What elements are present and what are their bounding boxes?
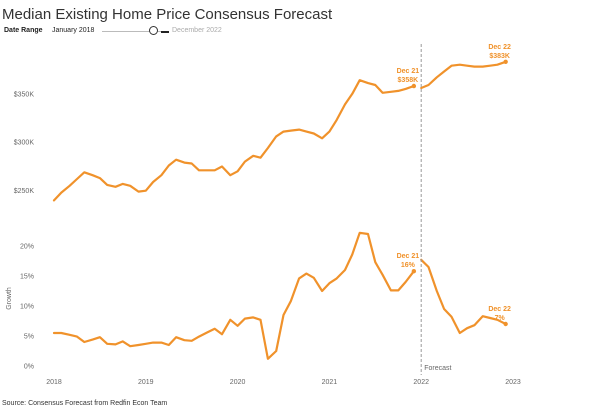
x-tick-label: 2019 xyxy=(138,379,154,386)
annotation-label: 7% xyxy=(495,315,506,322)
y-tick-label: $300K xyxy=(14,140,35,147)
y-tick-label: 20% xyxy=(20,244,34,251)
annotation-label: $358K xyxy=(398,77,419,84)
growth-series-line-actual xyxy=(52,231,415,360)
annotation-label: $383K xyxy=(489,53,510,60)
annotation-label: Dec 21 xyxy=(397,68,420,75)
date-range-end: December 2022 xyxy=(172,27,222,34)
annotation-marker xyxy=(411,83,417,89)
y-tick-label: 0% xyxy=(24,364,34,371)
y-tick-label: $350K xyxy=(14,91,35,98)
x-tick-label: 2021 xyxy=(322,379,338,386)
date-range-start: January 2018 xyxy=(52,27,95,34)
source-note: Source: Consensus Forecast from Redfin E… xyxy=(2,400,168,407)
annotation-label: Dec 22 xyxy=(488,306,511,313)
price-series-line-actual xyxy=(52,79,415,202)
y-tick-label: $250K xyxy=(14,188,35,195)
annotation-label: Dec 22 xyxy=(488,44,511,51)
y-tick-label: 10% xyxy=(20,304,34,311)
x-tick-label: 2023 xyxy=(505,379,521,386)
date-range-filter: Date Range January 2018 December 2022 xyxy=(4,26,284,39)
x-tick-label: 2022 xyxy=(413,379,429,386)
forecast-label: Forecast xyxy=(424,365,451,372)
x-tick-label: 2020 xyxy=(230,379,246,386)
annotation-marker xyxy=(503,321,508,327)
page-title: Median Existing Home Price Consensus For… xyxy=(2,6,333,23)
x-tick-label: 2018 xyxy=(46,379,62,386)
price-series-line-forecast xyxy=(420,60,507,90)
y-tick-label: 15% xyxy=(20,274,34,281)
annotation-label: 16% xyxy=(401,262,416,269)
annotation-label: Dec 21 xyxy=(397,253,420,260)
annotation-marker xyxy=(411,269,417,274)
date-range-slider-handle-bar[interactable] xyxy=(161,31,169,33)
y-tick-label: 5% xyxy=(24,334,34,341)
date-range-slider-track[interactable] xyxy=(102,31,164,32)
growth-series-line-forecast xyxy=(420,258,507,335)
date-range-slider-knob[interactable] xyxy=(149,26,158,35)
date-range-label: Date Range xyxy=(4,27,43,34)
annotation-marker xyxy=(503,59,508,64)
y-axis-label: Growth xyxy=(6,287,13,310)
